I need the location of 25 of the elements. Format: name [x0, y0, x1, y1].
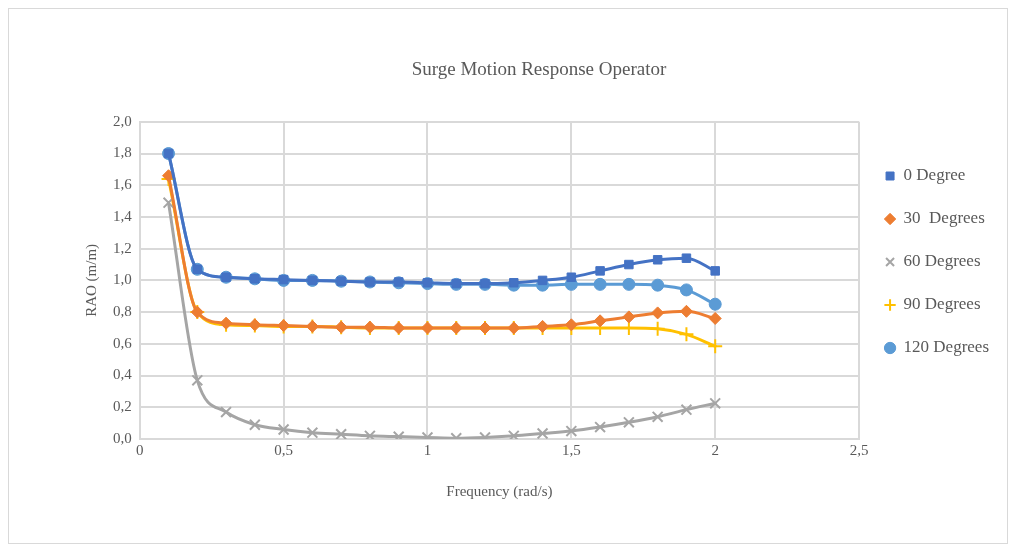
legend-label: 0 Degree	[903, 165, 966, 185]
x-tick-label: 2	[711, 441, 719, 458]
legend-label: 90 Degrees	[903, 294, 981, 314]
x-tick-label: 2,5	[849, 441, 869, 458]
y-tick-label: 0,0	[113, 429, 132, 446]
x-axis-title: Frequency (rad/s)	[446, 482, 553, 500]
y-tick-label: 1,0	[113, 271, 132, 288]
y-tick-label: 0,8	[113, 303, 132, 320]
y-tick-label: 1,8	[113, 144, 132, 161]
legend-label: 30 Degrees	[903, 208, 985, 228]
x-tick-label: 0	[136, 441, 144, 458]
x-tick-label: 1	[423, 441, 432, 458]
y-tick-label: 1,6	[113, 176, 133, 193]
y-tick-label: 0,4	[113, 366, 133, 383]
x-tick-label: 1,5	[561, 441, 581, 458]
y-tick-label: 0,6	[113, 334, 133, 351]
y-axis-title: RAO (m/m)	[82, 243, 100, 317]
legend-label: 60 Degrees	[903, 251, 981, 271]
y-tick-label: 1,4	[113, 207, 133, 224]
y-tick-label: 2,0	[113, 112, 132, 129]
legend-label: 120 Degrees	[903, 337, 990, 357]
x-tick-label: 0,5	[274, 441, 293, 458]
chart-title: Surge Motion Response Operator	[411, 58, 667, 80]
y-tick-label: 1,2	[113, 239, 132, 256]
y-tick-label: 0,2	[113, 398, 132, 415]
